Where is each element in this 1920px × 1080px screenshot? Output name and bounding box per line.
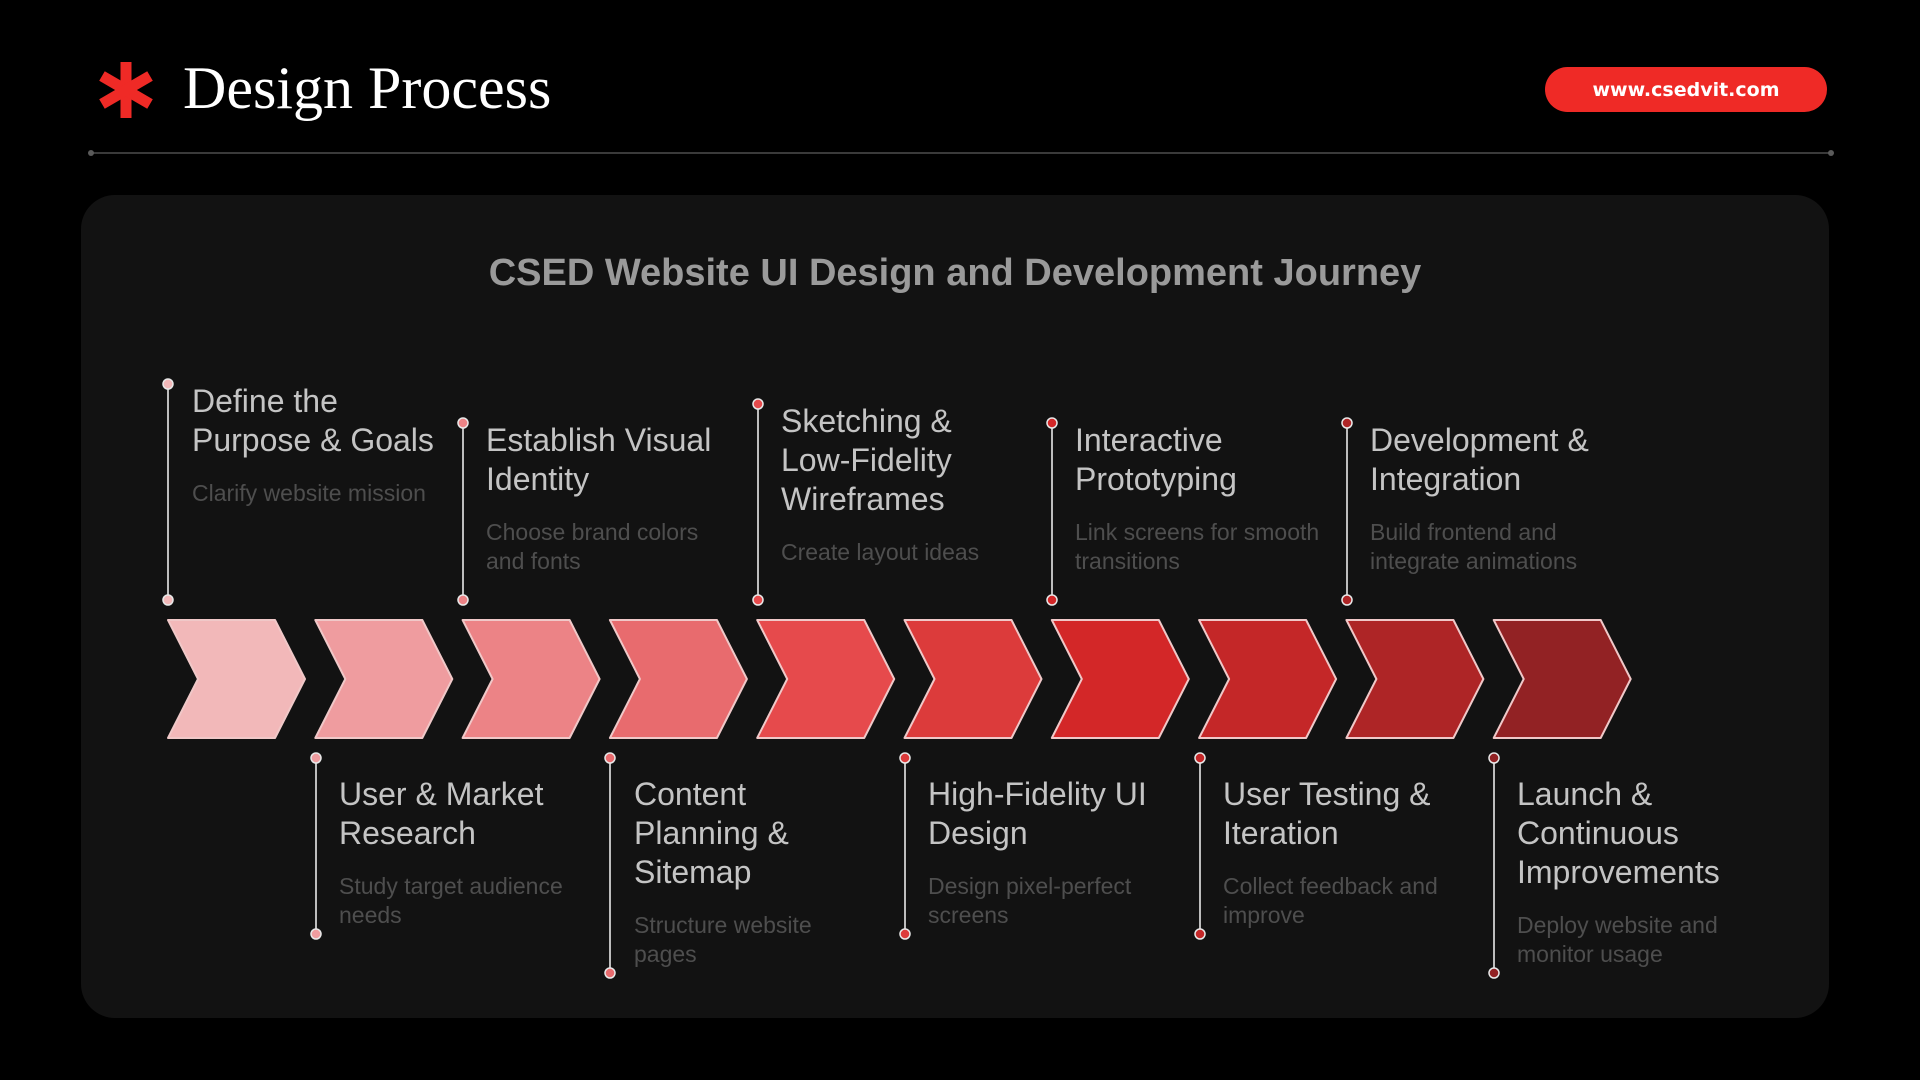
chevron-step-2: [314, 619, 454, 739]
connector-dot: [752, 594, 764, 606]
step-description: Choose brand colors and fonts: [486, 519, 699, 574]
connector-dot: [1488, 752, 1500, 764]
step-title: High-Fidelity UI Design: [928, 776, 1147, 851]
connector-dot: [310, 752, 322, 764]
chevron-step-4: [608, 619, 748, 739]
step-description: Deploy website and monitor usage: [1517, 912, 1718, 967]
step-7: Interactive Prototyping Link screens for…: [1075, 421, 1320, 576]
connector-dot: [899, 928, 911, 940]
connector-dot: [162, 594, 174, 606]
connector-dot: [162, 378, 174, 390]
step-title: User & Market Research: [339, 776, 544, 851]
step-title: Development & Integration: [1370, 422, 1589, 497]
connector-dot: [1194, 928, 1206, 940]
website-link-badge[interactable]: www.csedvit.com: [1545, 67, 1827, 112]
chevron-step-5: [756, 619, 896, 739]
page-title: Design Process: [183, 55, 552, 121]
step-title: Sketching & Low-Fidelity Wireframes: [781, 403, 952, 517]
connector-dot: [1341, 594, 1353, 606]
step-title: Define the Purpose & Goals: [192, 383, 434, 458]
connector-dot: [1341, 417, 1353, 429]
step-6: High-Fidelity UI Design Design pixel-per…: [928, 775, 1173, 930]
step-4: Content Planning & Sitemap Structure web…: [634, 775, 879, 969]
chevron-step-9: [1345, 619, 1485, 739]
connector-dot: [1488, 967, 1500, 979]
step-description: Clarify website mission: [192, 480, 426, 506]
step-description: Collect feedback and improve: [1223, 873, 1438, 928]
step-title: Launch & Continuous Improvements: [1517, 776, 1720, 890]
connector-dot: [310, 928, 322, 940]
chevron-step-3: [461, 619, 601, 739]
step-description: Build frontend and integrate animations: [1370, 519, 1578, 574]
step-description: Create layout ideas: [781, 539, 980, 565]
header-divider: [88, 150, 1834, 156]
connector-dot: [899, 752, 911, 764]
connector-dot: [1194, 752, 1206, 764]
step-title: Establish Visual Identity: [486, 422, 712, 497]
step-description: Study target audience needs: [339, 873, 563, 928]
chevron-step-1: [167, 619, 306, 739]
connector-dot: [604, 967, 616, 979]
step-8: User Testing & Iteration Collect feedbac…: [1223, 775, 1468, 930]
step-3: Establish Visual Identity Choose brand c…: [486, 421, 731, 576]
connector-dot: [1046, 417, 1058, 429]
chevron-step-6: [903, 619, 1043, 739]
chevron-step-8: [1198, 619, 1338, 739]
diagram-panel: [81, 195, 1829, 1018]
asterisk-icon: [99, 62, 153, 118]
step-description: Design pixel-perfect screens: [928, 873, 1132, 928]
diagram-title: CSED Website UI Design and Development J…: [488, 252, 1422, 294]
step-title: User Testing & Iteration: [1223, 776, 1431, 851]
step-9: Development & Integration Build frontend…: [1370, 421, 1615, 576]
step-1: Define the Purpose & Goals Clarify websi…: [192, 382, 437, 508]
step-title: Content Planning & Sitemap: [634, 776, 789, 890]
connector-dot: [1046, 594, 1058, 606]
connector-dot: [752, 398, 764, 410]
chevron-step-7: [1050, 619, 1190, 739]
step-description: Structure website pages: [634, 912, 812, 967]
step-10: Launch & Continuous Improvements Deploy …: [1517, 775, 1762, 969]
step-5: Sketching & Low-Fidelity Wireframes Crea…: [781, 402, 1026, 567]
step-title: Interactive Prototyping: [1075, 422, 1237, 497]
connector-dot: [457, 594, 469, 606]
chevron-step-10: [1492, 619, 1632, 739]
connector-dot: [457, 417, 469, 429]
step-description: Link screens for smooth transitions: [1075, 519, 1320, 574]
connector-dot: [604, 752, 616, 764]
step-2: User & Market Research Study target audi…: [339, 775, 584, 930]
